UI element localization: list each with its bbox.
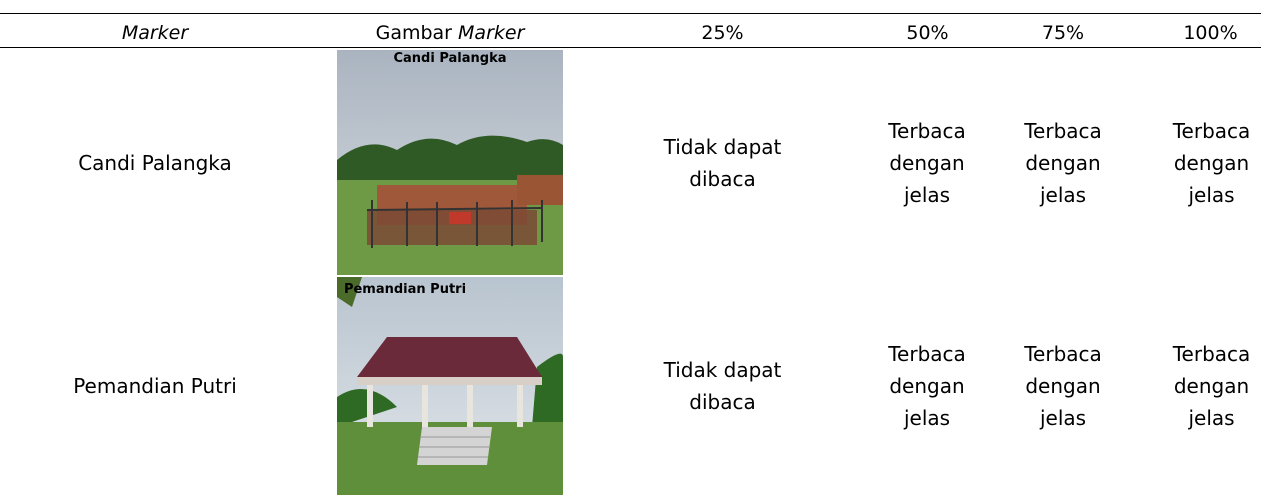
header-text: Gambar (376, 17, 452, 49)
marker-image: Pemandian Putri (337, 277, 563, 495)
image-caption: Candi Palangka (393, 51, 506, 66)
image-caption: Pemandian Putri (344, 282, 466, 297)
header-cell: Gambar Marker (337, 18, 563, 48)
header-cell: 100% (1160, 18, 1261, 48)
table-cell: Terbaca dengan jelas (877, 50, 977, 275)
table-cell: Terbaca dengan jelas (1162, 277, 1261, 495)
marker-name: Candi Palangka (0, 50, 310, 275)
table-cell: Terbaca dengan jelas (1013, 277, 1113, 495)
table-cell: Terbaca dengan jelas (1013, 50, 1113, 275)
table-cell: Tidak dapat dibaca (640, 277, 805, 495)
table-cell: Terbaca dengan jelas (1162, 50, 1261, 275)
document: Marker Gambar Marker 25% 50% 75% 100% Ca… (0, 0, 1261, 495)
header-cell: 25% (640, 18, 805, 48)
header-text: Marker (458, 17, 524, 49)
table-cell: Tidak dapat dibaca (640, 50, 805, 275)
table-cell: Terbaca dengan jelas (877, 277, 977, 495)
top-rule (0, 13, 1261, 14)
marker-name: Pemandian Putri (0, 277, 310, 495)
marker-image: Candi Palangka (337, 50, 563, 275)
header-cell: 75% (1010, 18, 1116, 48)
header-cell: Marker (0, 18, 310, 48)
header-cell: 50% (870, 18, 985, 48)
